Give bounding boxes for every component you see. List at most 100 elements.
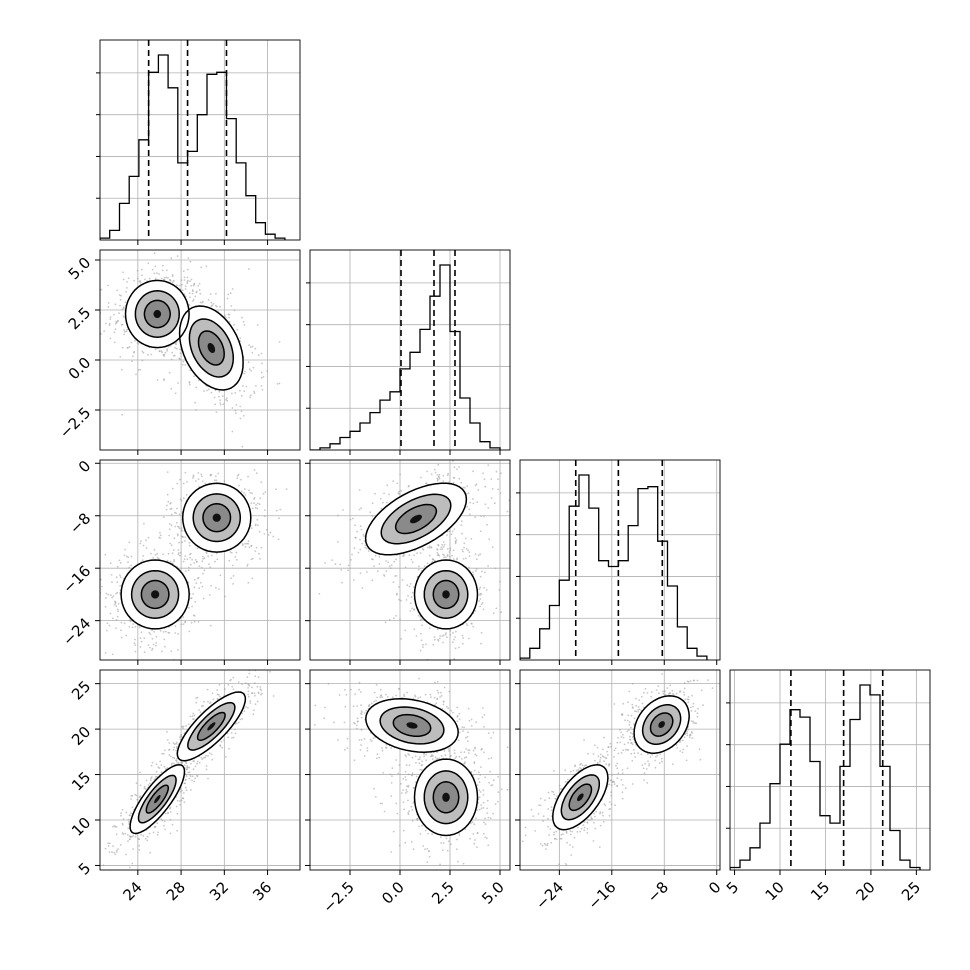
sample-point	[155, 644, 157, 647]
sample-point	[171, 552, 174, 555]
sample-point	[169, 560, 172, 563]
sample-point	[409, 610, 412, 612]
sample-point	[498, 589, 501, 591]
sample-point	[197, 285, 200, 287]
sample-point	[198, 565, 201, 568]
sample-point	[454, 636, 456, 638]
sample-point	[263, 533, 266, 535]
sample-point	[331, 559, 334, 561]
sample-point	[453, 638, 455, 641]
sample-point	[95, 598, 97, 600]
sample-point	[249, 700, 252, 702]
sample-point	[448, 551, 451, 553]
sample-point	[156, 379, 159, 381]
sample-point	[151, 637, 154, 640]
sample-point	[352, 579, 355, 581]
sample-point	[107, 284, 109, 287]
sample-point	[168, 523, 171, 525]
sample-point	[196, 577, 199, 580]
sample-point	[248, 489, 251, 492]
sample-point	[493, 502, 496, 505]
sample-point	[222, 739, 225, 741]
sample-point	[113, 824, 116, 827]
sample-point	[116, 289, 119, 292]
sample-point	[120, 294, 122, 297]
sample-point	[395, 575, 398, 577]
sample-point	[188, 630, 191, 633]
sample-point	[179, 498, 182, 501]
sample-point	[219, 402, 222, 404]
density-level-3	[410, 514, 422, 524]
sample-point	[210, 305, 213, 308]
sample-point	[480, 631, 483, 634]
sample-point	[167, 552, 170, 555]
sample-point	[405, 599, 408, 601]
sample-point	[192, 768, 195, 771]
sample-point	[254, 506, 257, 509]
sample-point	[200, 475, 203, 478]
sample-point	[154, 348, 157, 351]
sample-point	[407, 595, 409, 597]
contour-0-0	[364, 482, 468, 556]
sample-point	[82, 639, 84, 641]
sample-point	[231, 288, 234, 290]
sample-point	[337, 514, 339, 517]
sample-point	[390, 747, 392, 749]
sample-point	[385, 747, 388, 749]
sample-point	[115, 826, 118, 828]
sample-point	[142, 834, 145, 837]
sample-point	[483, 478, 486, 481]
sample-point	[120, 368, 123, 371]
sample-point	[168, 371, 171, 374]
sample-point	[436, 697, 439, 700]
sample-point	[119, 576, 122, 579]
sample-point	[449, 843, 452, 846]
sample-point	[129, 838, 131, 840]
sample-point	[360, 507, 362, 509]
sample-point	[127, 834, 129, 836]
sample-point	[419, 649, 422, 652]
sample-point	[366, 749, 369, 752]
sample-point	[276, 383, 279, 385]
sample-point	[180, 623, 183, 626]
sample-point	[169, 280, 172, 282]
sample-point	[147, 784, 150, 786]
sample-point	[373, 565, 375, 567]
sample-point	[389, 567, 392, 569]
sample-point	[453, 752, 456, 754]
sample-point	[167, 277, 169, 279]
sample-point	[228, 747, 231, 750]
sample-point	[188, 766, 191, 769]
sample-point	[139, 281, 142, 284]
sample-point	[374, 796, 377, 798]
sample-point	[205, 765, 208, 767]
sample-point	[151, 629, 154, 632]
sample-point	[189, 260, 192, 263]
sample-point	[156, 556, 159, 559]
sample-point	[178, 541, 181, 544]
sample-point	[187, 257, 190, 259]
sample-point	[161, 650, 163, 653]
sample-point	[466, 485, 469, 488]
sample-point	[438, 474, 441, 476]
sample-point	[169, 755, 172, 758]
sample-point	[171, 487, 174, 490]
sample-point	[160, 771, 163, 773]
sample-point	[406, 584, 409, 587]
sample-point	[434, 704, 436, 706]
sample-point	[211, 758, 214, 761]
sample-point	[181, 789, 183, 792]
sample-point	[177, 649, 179, 651]
sample-point	[196, 547, 199, 550]
panel-body	[100, 40, 300, 240]
sample-point	[480, 748, 483, 751]
sample-point	[443, 750, 446, 752]
sample-point	[404, 629, 407, 632]
sample-point	[260, 481, 263, 483]
sample-point	[462, 557, 465, 560]
sample-point	[407, 667, 409, 669]
sample-point	[146, 835, 149, 838]
sample-point	[210, 391, 213, 394]
panel-frame	[99, 249, 301, 451]
sample-point	[334, 563, 337, 566]
